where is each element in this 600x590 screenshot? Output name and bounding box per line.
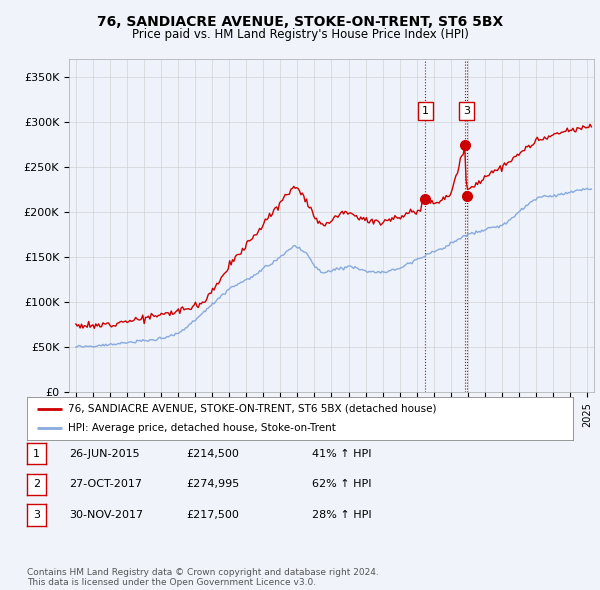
Text: HPI: Average price, detached house, Stoke-on-Trent: HPI: Average price, detached house, Stok… bbox=[68, 423, 336, 433]
Text: £217,500: £217,500 bbox=[186, 510, 239, 520]
Text: 41% ↑ HPI: 41% ↑ HPI bbox=[312, 449, 371, 458]
Text: 28% ↑ HPI: 28% ↑ HPI bbox=[312, 510, 371, 520]
Text: 62% ↑ HPI: 62% ↑ HPI bbox=[312, 480, 371, 489]
Text: 1: 1 bbox=[33, 449, 40, 458]
Text: 27-OCT-2017: 27-OCT-2017 bbox=[69, 480, 142, 489]
Text: £214,500: £214,500 bbox=[186, 449, 239, 458]
Text: 2: 2 bbox=[33, 480, 40, 489]
Text: 30-NOV-2017: 30-NOV-2017 bbox=[69, 510, 143, 520]
Text: Contains HM Land Registry data © Crown copyright and database right 2024.
This d: Contains HM Land Registry data © Crown c… bbox=[27, 568, 379, 587]
Text: £274,995: £274,995 bbox=[186, 480, 239, 489]
Text: 1: 1 bbox=[422, 106, 429, 116]
Text: 26-JUN-2015: 26-JUN-2015 bbox=[69, 449, 140, 458]
Text: 76, SANDIACRE AVENUE, STOKE-ON-TRENT, ST6 5BX (detached house): 76, SANDIACRE AVENUE, STOKE-ON-TRENT, ST… bbox=[68, 404, 436, 414]
Text: 3: 3 bbox=[33, 510, 40, 520]
Text: 3: 3 bbox=[463, 106, 470, 116]
Text: 76, SANDIACRE AVENUE, STOKE-ON-TRENT, ST6 5BX: 76, SANDIACRE AVENUE, STOKE-ON-TRENT, ST… bbox=[97, 15, 503, 30]
Text: Price paid vs. HM Land Registry's House Price Index (HPI): Price paid vs. HM Land Registry's House … bbox=[131, 28, 469, 41]
